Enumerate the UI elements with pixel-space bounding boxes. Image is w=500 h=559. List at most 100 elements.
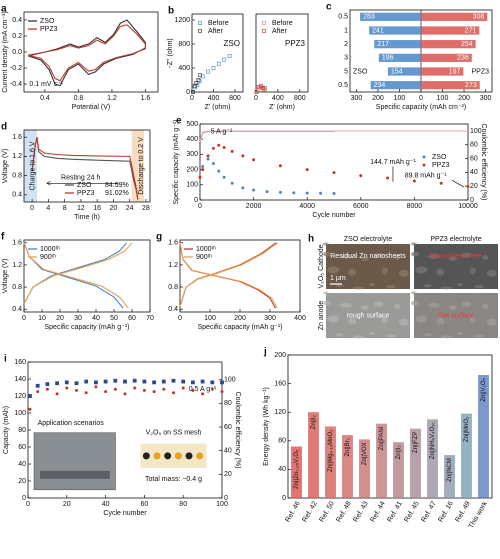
value-label: 236 bbox=[457, 55, 469, 62]
data-point bbox=[45, 382, 50, 387]
data-point bbox=[200, 74, 205, 79]
data-point bbox=[412, 179, 416, 183]
data-point bbox=[65, 386, 69, 390]
data-point bbox=[201, 392, 205, 396]
legend-label: ZSO bbox=[40, 18, 55, 25]
y2-tick-label: 100 bbox=[224, 377, 236, 384]
legend-label: PPZ3 bbox=[77, 190, 95, 197]
y2-axis-label: Coulombic efficiency (%) bbox=[480, 124, 487, 201]
legend-label: 1000ᵗʰ bbox=[196, 246, 216, 253]
data-point bbox=[206, 69, 211, 74]
y-tick-label: 40 bbox=[18, 461, 26, 468]
column-title: ZSO electrolyte bbox=[344, 236, 392, 243]
texture bbox=[411, 251, 420, 257]
x-axis-label: Cycle number bbox=[103, 510, 147, 517]
data-point bbox=[222, 57, 227, 62]
texture bbox=[427, 253, 440, 259]
legend-marker bbox=[262, 29, 266, 33]
x-tick-label: 70 bbox=[146, 315, 154, 322]
y-tick-label: 1.6 bbox=[12, 134, 22, 141]
bar bbox=[370, 81, 421, 90]
texture bbox=[482, 304, 489, 309]
bar bbox=[478, 375, 489, 498]
data-point bbox=[254, 90, 259, 94]
x-axis-label: Specific capacity (mAh cm⁻²) bbox=[376, 104, 466, 111]
y2-tick-label: 80 bbox=[224, 400, 232, 407]
inset-photo bbox=[33, 432, 116, 491]
bar-label: Zn||VOX bbox=[362, 442, 368, 465]
value-label: 283 bbox=[363, 14, 375, 21]
texture bbox=[486, 318, 497, 326]
data-point bbox=[191, 388, 195, 392]
y-tick-label: 1200 bbox=[174, 17, 190, 24]
category-label: 0.5 bbox=[338, 82, 348, 89]
x-tick-label: 200 bbox=[234, 315, 246, 322]
micrograph bbox=[414, 244, 498, 289]
x-tick-label: 60 bbox=[128, 315, 136, 322]
y-tick-label: 0.8 bbox=[12, 284, 22, 291]
y-axis-label: Capacity (mAh) bbox=[3, 406, 10, 454]
inset-pellet bbox=[185, 452, 193, 460]
x-tick-label: 28 bbox=[142, 205, 150, 212]
texture bbox=[360, 305, 369, 311]
data-point bbox=[256, 86, 261, 91]
y2-tick-label: 20 bbox=[224, 471, 232, 478]
data-point bbox=[161, 379, 166, 384]
data-point bbox=[332, 191, 336, 195]
x-tick-label: 800 bbox=[229, 95, 241, 102]
data-point bbox=[197, 79, 202, 84]
annotation: 144.7 mAh g⁻¹ bbox=[370, 159, 416, 166]
texture bbox=[327, 266, 340, 274]
x-tick-label: 4 bbox=[46, 205, 50, 212]
column-title: PPZ3 electrolyte bbox=[430, 236, 481, 243]
y-tick-label: 1.6 bbox=[12, 240, 22, 247]
data-point bbox=[133, 386, 137, 390]
arrow bbox=[451, 179, 465, 188]
y-axis-label: Specific capacity (mAh g⁻¹) bbox=[173, 120, 180, 205]
texture bbox=[423, 333, 432, 337]
texture bbox=[394, 255, 401, 260]
x-tick-label: 200 bbox=[372, 95, 384, 102]
y-tick-label: 160 bbox=[14, 359, 26, 366]
value-label: 241 bbox=[372, 27, 384, 34]
legend-marker bbox=[198, 21, 202, 25]
image-caption: Flat surface bbox=[438, 312, 475, 319]
texture bbox=[411, 300, 420, 306]
panel-letter: i bbox=[4, 354, 7, 365]
data-point bbox=[217, 143, 221, 147]
annotation: 5 A g⁻¹ bbox=[211, 128, 233, 135]
category-label: 0.5 bbox=[338, 14, 348, 21]
x-tick-label: 20 bbox=[63, 501, 71, 508]
value-label: 196 bbox=[382, 55, 394, 62]
texture bbox=[469, 267, 476, 275]
data-point bbox=[181, 379, 186, 384]
legend-note: 91.02% bbox=[105, 190, 129, 197]
inset-pellet bbox=[153, 452, 161, 460]
x-axis-label: Potential (V) bbox=[72, 104, 111, 111]
texture bbox=[398, 318, 409, 326]
inset-pellet bbox=[196, 452, 204, 460]
data-point bbox=[152, 390, 156, 394]
data-point bbox=[171, 378, 176, 383]
data-point bbox=[222, 146, 226, 150]
texture bbox=[323, 242, 329, 246]
legend-label: 1000ᵗʰ bbox=[40, 246, 60, 253]
data-line bbox=[199, 130, 468, 142]
x-tick-label: 300 bbox=[264, 315, 276, 322]
y-tick-label: 1.2 bbox=[168, 262, 178, 269]
image-caption: Residual Zn nanosheets bbox=[330, 253, 406, 260]
plot-frame bbox=[23, 239, 151, 313]
texture bbox=[469, 316, 476, 324]
texture bbox=[448, 305, 457, 311]
x-tick-label: Ref. 42 bbox=[301, 500, 318, 523]
bar-label: Zn||I₂ bbox=[396, 445, 402, 460]
legend-marker bbox=[422, 155, 426, 159]
x-tick-label: 0 bbox=[26, 501, 30, 508]
x-tick-label: 0 bbox=[190, 95, 194, 102]
x-tick-label: Ref. 16 bbox=[437, 500, 454, 523]
panel-letter: b bbox=[168, 6, 174, 17]
data-point bbox=[198, 175, 202, 179]
legend-label: PPZ3 bbox=[432, 162, 450, 169]
data-point bbox=[319, 191, 323, 195]
y-tick-label: 1.6 bbox=[168, 240, 178, 247]
